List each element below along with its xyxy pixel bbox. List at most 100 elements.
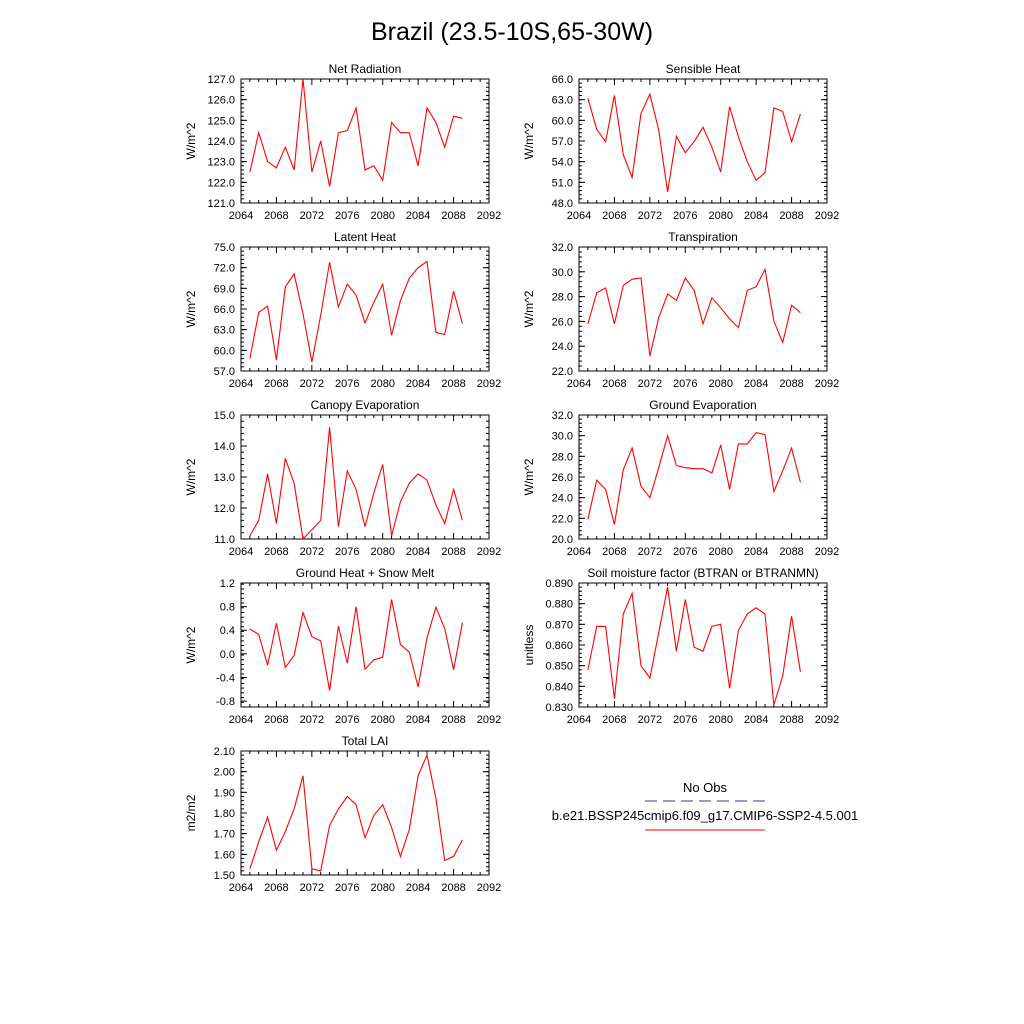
y-tick-label: 57.0 <box>214 366 235 378</box>
y-tick-label: 72.0 <box>214 263 235 275</box>
plot-frame <box>240 750 490 876</box>
x-tick-label: 2068 <box>264 714 288 726</box>
y-tick-label: 32.0 <box>552 242 573 254</box>
y-tick-label: 22.0 <box>552 513 573 525</box>
y-tick-label: 0.880 <box>545 599 573 611</box>
chart-panel-2: Sensible Heat W/m^2 2064 2068 2072 2076 2080 20… <box>522 62 839 222</box>
x-tick-label: 2084 <box>406 546 430 558</box>
y-tick-label: 75.0 <box>214 242 235 254</box>
y-tick-label: 28.0 <box>552 292 573 304</box>
chart-title: Latent Heat <box>334 230 397 244</box>
plot-frame <box>240 582 490 708</box>
y-tick-label: 123.0 <box>207 157 235 169</box>
y-tick-label: 60.0 <box>214 345 235 357</box>
y-tick-label: 26.0 <box>552 472 573 484</box>
y-tick-label: 60.0 <box>552 115 573 127</box>
y-tick-label: 11.0 <box>214 534 235 546</box>
x-tick-label: 2084 <box>744 378 768 390</box>
chart-panel-8: Soil moisture factor (BTRAN or BTRANMN) u… <box>522 566 839 726</box>
x-tick-label: 2072 <box>638 378 662 390</box>
x-tick-label: 2064 <box>567 210 591 222</box>
y-tick-label: 0.4 <box>220 625 235 637</box>
chart-panel-4: Transpiration W/m^2 2064 2068 2072 2076 2080 20… <box>522 230 839 390</box>
legend-model-label: b.e21.BSSP245cmip6.f09_g17.CMIP6-SSP2-4.… <box>552 808 858 823</box>
y-tick-label: 30.0 <box>552 431 573 443</box>
series-line <box>249 260 463 363</box>
series-line <box>587 586 801 706</box>
x-tick-label: 2092 <box>477 378 501 390</box>
x-tick-label: 2088 <box>779 714 803 726</box>
x-tick-label: 2084 <box>406 882 430 894</box>
y-tick-label: 28.0 <box>552 451 573 463</box>
series-line <box>587 267 801 357</box>
x-tick-label: 2076 <box>335 882 359 894</box>
x-tick-label: 2084 <box>406 714 430 726</box>
y-tick-label: 127.0 <box>207 74 235 86</box>
y-tick-label: 0.850 <box>545 661 573 673</box>
chart-panel-5: Canopy Evaporation W/m^2 2064 2068 2072 2076 2… <box>184 398 501 558</box>
y-tick-label: -0.8 <box>216 696 235 708</box>
x-tick-label: 2068 <box>264 378 288 390</box>
x-tick-label: 2080 <box>370 714 394 726</box>
x-tick-label: 2092 <box>815 378 839 390</box>
x-tick-label: 2092 <box>815 546 839 558</box>
x-tick-label: 2076 <box>335 378 359 390</box>
x-tick-label: 2088 <box>779 546 803 558</box>
x-tick-label: 2092 <box>477 714 501 726</box>
y-axis-label: W/m^2 <box>522 458 536 495</box>
x-tick-label: 2088 <box>441 546 465 558</box>
x-tick-label: 2072 <box>300 378 324 390</box>
chart-panel-6: Ground Evaporation W/m^2 2064 2068 2072 2076 2… <box>522 398 839 558</box>
plot-frame <box>240 414 490 540</box>
x-tick-label: 2084 <box>744 714 768 726</box>
x-tick-label: 2068 <box>602 210 626 222</box>
x-tick-label: 2080 <box>708 210 732 222</box>
y-tick-label: 51.0 <box>552 177 573 189</box>
plot-frame <box>240 78 490 204</box>
y-tick-label: 1.2 <box>220 578 235 590</box>
y-tick-label: 122.0 <box>207 177 235 189</box>
x-tick-label: 2064 <box>567 714 591 726</box>
y-axis-label: W/m^2 <box>522 290 536 327</box>
y-tick-label: 63.0 <box>552 95 573 107</box>
x-tick-label: 2068 <box>264 210 288 222</box>
y-tick-label: 0.860 <box>545 640 573 652</box>
x-tick-label: 2076 <box>335 210 359 222</box>
y-tick-label: 63.0 <box>214 325 235 337</box>
x-tick-label: 2072 <box>638 546 662 558</box>
chart-title: Ground Evaporation <box>649 398 756 412</box>
y-tick-label: 126.0 <box>207 95 235 107</box>
y-tick-label: 1.50 <box>214 870 235 882</box>
y-axis-label: W/m^2 <box>184 122 198 159</box>
x-tick-label: 2064 <box>229 210 253 222</box>
y-tick-label: 24.0 <box>552 493 573 505</box>
x-tick-label: 2068 <box>264 882 288 894</box>
chart-panel-9: Total LAI m2/m2 2064 2068 2072 2076 2080 2084 20… <box>184 734 501 894</box>
x-tick-label: 2076 <box>673 546 697 558</box>
x-tick-label: 2076 <box>335 714 359 726</box>
y-tick-label: 2.10 <box>214 746 235 758</box>
y-axis-label: W/m^2 <box>184 626 198 663</box>
x-tick-label: 2088 <box>779 210 803 222</box>
x-tick-label: 2080 <box>370 882 394 894</box>
x-tick-label: 2064 <box>229 546 253 558</box>
y-tick-label: 20.0 <box>552 534 573 546</box>
x-tick-label: 2092 <box>477 546 501 558</box>
x-tick-label: 2084 <box>406 378 430 390</box>
x-tick-label: 2076 <box>673 210 697 222</box>
y-tick-label: 124.0 <box>207 136 235 148</box>
y-axis-label: unitless <box>522 625 536 666</box>
y-axis-label: W/m^2 <box>522 122 536 159</box>
x-tick-label: 2068 <box>264 546 288 558</box>
y-tick-label: 26.0 <box>552 316 573 328</box>
y-tick-label: 32.0 <box>552 410 573 422</box>
x-tick-label: 2084 <box>744 210 768 222</box>
y-tick-label: 30.0 <box>552 267 573 279</box>
x-tick-label: 2092 <box>815 714 839 726</box>
y-tick-label: 57.0 <box>552 136 573 148</box>
y-tick-label: 22.0 <box>552 366 573 378</box>
y-tick-label: 66.0 <box>214 304 235 316</box>
x-tick-label: 2080 <box>370 210 394 222</box>
y-tick-label: 69.0 <box>214 283 235 295</box>
